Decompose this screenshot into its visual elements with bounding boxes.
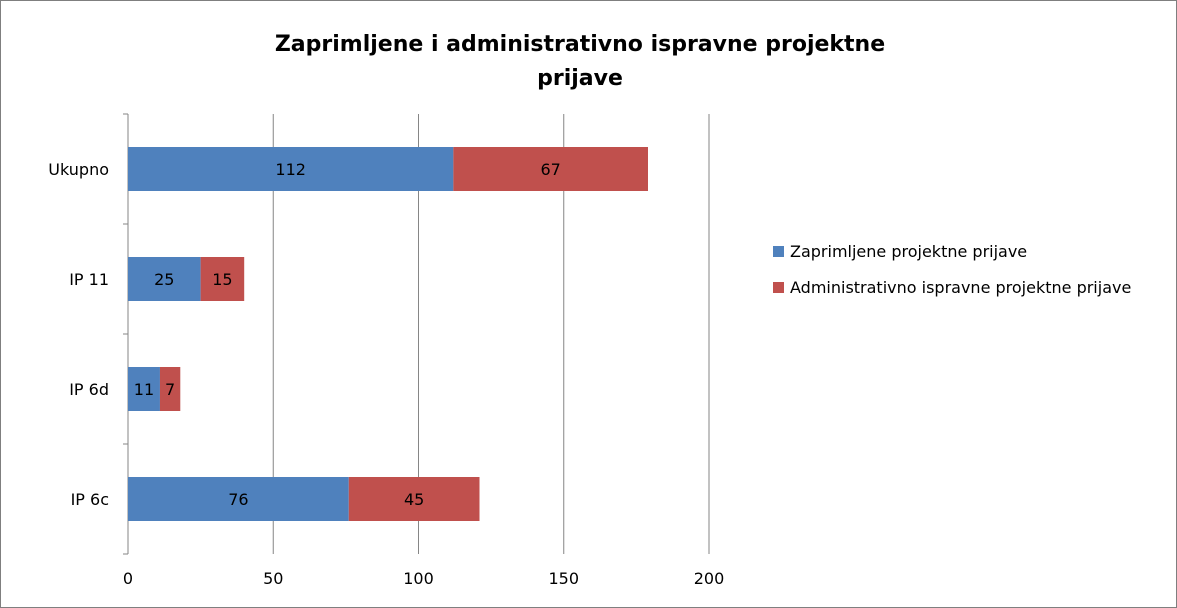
chart-title: Zaprimljene i administrativno ispravne p… [180, 28, 980, 96]
bar-valid [453, 147, 648, 191]
chart-title-line1: Zaprimljene i administrativno ispravne p… [274, 32, 886, 57]
bar-valid [159, 367, 181, 411]
legend-label-valid: Administrativno ispravne projektne prija… [790, 277, 1132, 297]
data-label-received: 25 [154, 270, 174, 289]
x-tick-label-50: 50 [263, 569, 283, 588]
legend: Zaprimljene projektne prijave Administra… [773, 240, 1131, 312]
bar-valid [200, 257, 245, 301]
category-label: IP 6c [71, 490, 109, 509]
category-label: Ukupno [48, 160, 109, 179]
category-label: IP 6d [69, 380, 109, 399]
bar-valid [348, 477, 480, 521]
legend-swatch-received [773, 245, 784, 257]
data-label-valid: 7 [165, 380, 175, 399]
data-label-valid: 45 [404, 490, 424, 509]
legend-item-valid: Administrativno ispravne projektne prija… [773, 276, 1131, 298]
legend-item-received: Zaprimljene projektne prijave [773, 240, 1131, 262]
x-tick-label-150: 150 [548, 569, 579, 588]
bar-received [128, 367, 160, 411]
data-label-valid: 15 [212, 270, 232, 289]
x-tick-label-200: 200 [694, 569, 725, 588]
x-tick-label-0: 0 [123, 569, 133, 588]
legend-label-received: Zaprimljene projektne prijave [790, 241, 1028, 261]
bar-received [128, 257, 201, 301]
data-label-valid: 67 [540, 160, 560, 179]
bar-received [128, 477, 349, 521]
data-label-received: 112 [275, 160, 306, 179]
x-tick-label-100: 100 [403, 569, 434, 588]
bar-received [128, 147, 454, 191]
data-label-received: 76 [228, 490, 248, 509]
category-label: IP 11 [69, 270, 109, 289]
legend-swatch-valid [773, 281, 784, 293]
chart-title-line2: prijave [537, 66, 623, 91]
data-label-received: 11 [134, 380, 154, 399]
